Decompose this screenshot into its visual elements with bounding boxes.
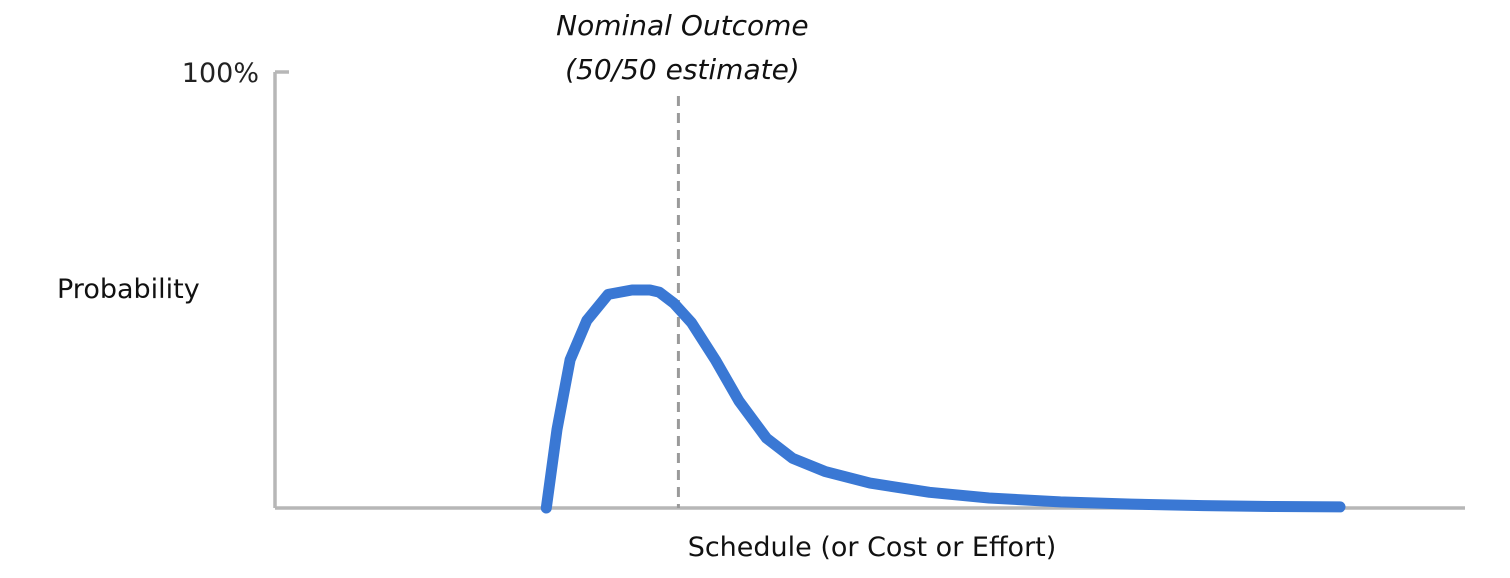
distribution-curve: [540, 284, 1346, 514]
nominal-outcome-subtitle: (50/50 estimate): [565, 53, 800, 86]
nominal-outcome-title: Nominal Outcome: [556, 9, 809, 42]
x-axis-label: Schedule (or Cost or Effort): [688, 532, 1057, 563]
axes: [273, 72, 1465, 510]
y-tick-label: 100%: [182, 58, 259, 89]
y-axis-label: Probability: [57, 274, 200, 305]
y-ticks: 100%: [182, 58, 289, 89]
nominal-outcome-marker: Nominal Outcome (50/50 estimate): [556, 9, 809, 508]
